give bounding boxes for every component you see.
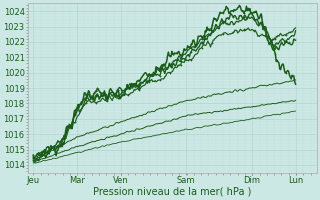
X-axis label: Pression niveau de la mer( hPa ): Pression niveau de la mer( hPa ): [93, 187, 252, 197]
